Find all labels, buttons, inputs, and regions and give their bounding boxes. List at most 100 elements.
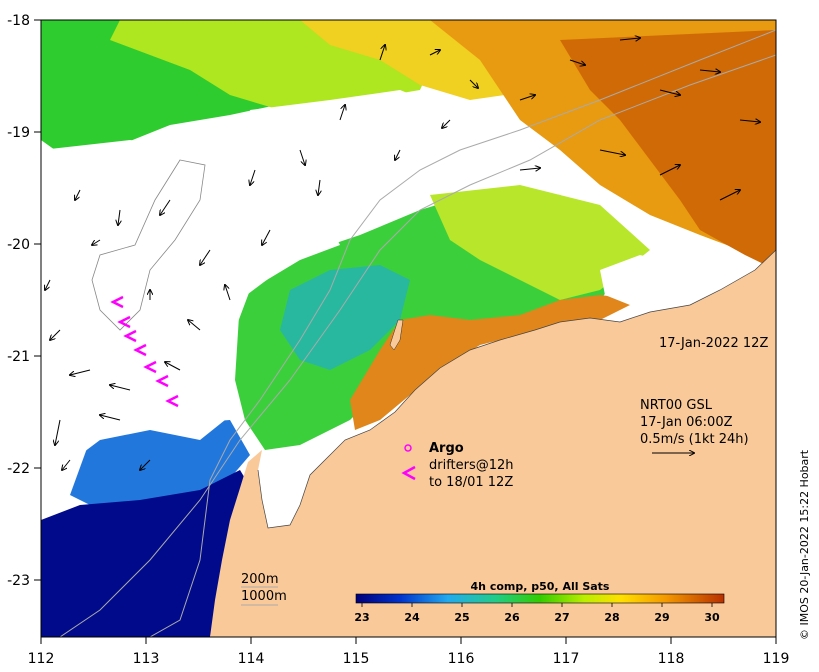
colorbar-title: 4h comp, p50, All Sats: [471, 580, 610, 593]
current-arrow-icon: [395, 149, 401, 160]
lon-tick-label: 112: [28, 651, 55, 667]
longitude-axis: 112 113 114 115 116 117 118 119: [28, 637, 790, 667]
colorbar-tick-label: 30: [704, 611, 720, 624]
current-arrow-icon: [659, 89, 680, 95]
current-arrow-icon: [519, 95, 535, 101]
drifter-chevron-icon: [117, 315, 131, 329]
plot-area: [41, 20, 776, 637]
sst-northeast-darkorange: [560, 30, 776, 270]
current-arrow-icon: [188, 320, 201, 331]
timestamp-label: 17-Jan-2022 12Z: [659, 336, 768, 351]
current-arrow-icon: [160, 199, 171, 215]
current-arrow-icon: [62, 459, 71, 470]
current-arrow-icon: [225, 285, 231, 301]
product-line2: 17-Jan 06:00Z: [640, 415, 733, 430]
current-arrow-icon: [200, 249, 211, 265]
lon-tick-label: 113: [133, 651, 160, 667]
current-arrow-icon: [165, 362, 181, 371]
drifter-chevron-icon: [401, 465, 416, 481]
current-arrow-icon: [299, 149, 305, 165]
current-arrow-icon: [45, 279, 51, 290]
current-arrows: [45, 38, 760, 470]
lat-tick-label: -23: [7, 573, 30, 589]
lon-tick-label: 115: [343, 651, 370, 667]
colorbar-tick-label: 26: [504, 611, 520, 624]
current-arrow-icon: [719, 190, 740, 201]
current-product-legend: NRT00 GSL 17-Jan 06:00Z 0.5m/s (1kt 24h): [640, 398, 749, 453]
drifter-chevron-icon: [165, 394, 179, 408]
current-arrow-icon: [140, 459, 151, 470]
isobath-legend: 200m 1000m: [241, 572, 287, 606]
current-arrow-icon: [250, 169, 256, 185]
colorbar-ticks: 23 24 25 26 27 28 29 30: [354, 603, 720, 624]
drifters-label-1: drifters@12h: [429, 458, 514, 473]
current-arrow-icon: [118, 209, 120, 225]
current-arrow-icon: [92, 239, 101, 245]
isobath-1000m: [59, 54, 776, 637]
coastline-outline: [257, 249, 776, 529]
current-arrow-icon: [75, 189, 81, 200]
colorbar-tick-label: 23: [354, 611, 369, 624]
colorbar-tick-label: 24: [404, 611, 420, 624]
colorbar: 4h comp, p50, All Sats 23 24 25 26 27 28 29 30: [354, 580, 725, 624]
drifter-legend: Argo drifters@12h to 18/01 12Z: [401, 441, 514, 490]
current-arrow-icon: [70, 369, 91, 375]
lat-tick-label: -19: [7, 125, 30, 141]
isobath-200m: [149, 29, 776, 637]
current-arrow-icon: [100, 415, 121, 421]
drifter-chevron-icon: [143, 360, 157, 374]
isobath-1000m-label: 1000m: [241, 589, 287, 604]
current-arrow-icon: [318, 179, 320, 195]
current-arrow-icon: [50, 329, 61, 340]
current-arrow-icon: [469, 79, 478, 88]
current-arrow-icon: [379, 45, 385, 61]
current-arrow-icon: [262, 229, 271, 245]
land-mass: [210, 250, 776, 637]
current-arrow-icon: [659, 165, 680, 176]
colorbar-tick-label: 25: [454, 611, 469, 624]
current-arrow-icon: [619, 38, 640, 40]
drifter-chevron-icon: [133, 343, 147, 357]
drifter-chevron-icon: [110, 295, 124, 309]
argo-label: Argo: [429, 441, 464, 456]
lat-tick-label: -18: [7, 13, 30, 29]
current-arrow-icon: [599, 149, 625, 155]
current-arrow-icon: [519, 168, 540, 170]
cloud-north: [250, 90, 450, 220]
current-arrow-icon: [569, 59, 585, 65]
sst-coastal-orange: [350, 295, 640, 430]
product-line3: 0.5m/s (1kt 24h): [640, 432, 749, 447]
colorbar-tick-label: 27: [554, 611, 569, 624]
current-arrow-icon: [429, 50, 440, 56]
argo-marker-icon: [404, 444, 412, 452]
sst-southwest-deepblue: [41, 470, 255, 637]
current-arrow-icon: [739, 120, 760, 122]
sst-shelf-yellowgreen: [430, 185, 650, 300]
current-arrow-icon: [339, 105, 345, 121]
drifter-chevron-icon: [155, 374, 169, 388]
current-arrow-icon: [110, 385, 131, 391]
lon-tick-label: 119: [763, 651, 790, 667]
lon-tick-label: 116: [448, 651, 475, 667]
product-line1: NRT00 GSL: [640, 398, 713, 413]
drifter-chevron-icon: [123, 329, 137, 343]
lat-tick-label: -21: [7, 349, 30, 365]
current-arrow-icon: [442, 119, 451, 128]
colorbar-tick-label: 28: [604, 611, 619, 624]
lon-tick-label: 118: [658, 651, 685, 667]
lon-tick-label: 117: [553, 651, 580, 667]
latitude-axis: -18 -19 -20 -21 -22 -23: [7, 13, 41, 589]
lat-tick-label: -22: [7, 461, 30, 477]
current-arrow-icon: [55, 419, 61, 445]
plateau-outline: [91, 159, 206, 331]
lon-tick-label: 114: [238, 651, 265, 667]
lat-tick-label: -20: [7, 237, 30, 253]
island-barrow: [389, 319, 404, 351]
drifters-label-2: to 18/01 12Z: [429, 475, 513, 490]
sst-shelf-teal: [280, 265, 410, 370]
credit-label: © IMOS 20-Jan-2022 15:22 Hobart: [798, 449, 811, 640]
colorbar-bar: [355, 593, 725, 604]
drifter-trail: [110, 295, 179, 408]
current-arrow-icon: [699, 70, 720, 72]
